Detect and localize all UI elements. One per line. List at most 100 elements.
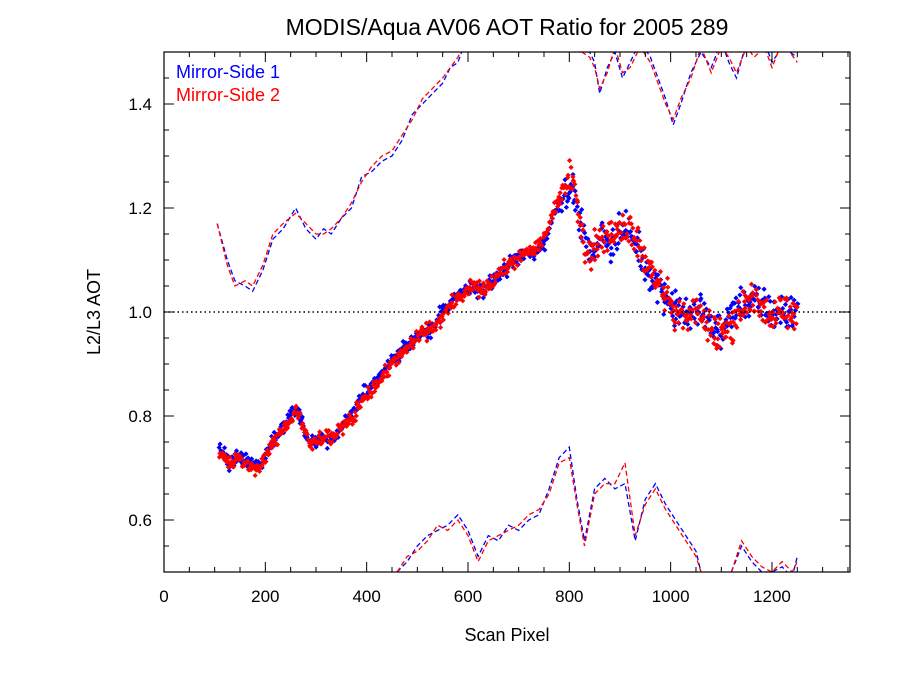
point-series-2 [772,316,779,323]
point-series-2 [681,301,687,307]
point-series-2 [595,253,601,259]
point-series-2 [300,424,306,430]
point-series-2 [436,315,442,321]
x-tick-label: 200 [251,587,279,606]
point-series-2 [713,342,720,349]
point-series-2 [726,313,732,319]
point-series-1 [425,334,431,341]
point-series-2 [265,448,271,454]
point-series-2 [613,233,619,239]
point-series-2 [428,326,434,333]
point-series-2 [408,340,415,346]
point-series-2 [704,319,710,325]
point-series-2 [433,327,439,333]
point-series-2 [445,310,451,316]
point-series-2 [424,338,430,344]
envelope-envelope-upper-series-2 [216,52,462,287]
point-series-1 [402,342,408,348]
point-series-2 [359,394,366,400]
point-series-1 [673,316,679,322]
point-series-1 [362,382,368,389]
point-series-1 [695,321,701,327]
point-series-2 [776,295,782,301]
point-series-1 [788,307,794,313]
point-series-2 [608,231,615,237]
point-series-1 [782,301,789,308]
point-series-2 [527,248,533,254]
point-series-2 [730,319,736,325]
point-series-2 [693,320,699,326]
point-series-2 [326,428,332,434]
point-series-2 [544,228,550,235]
point-series-2 [688,316,694,322]
point-series-2 [708,332,714,338]
point-series-2 [787,317,793,323]
point-series-2 [230,464,237,470]
point-series-1 [683,296,689,302]
point-series-1 [440,302,446,308]
point-series-2 [518,258,524,264]
point-series-2 [694,297,700,303]
point-series-2 [648,274,654,280]
point-series-2 [294,410,300,416]
point-series-2 [440,317,446,323]
point-series-2 [622,221,628,228]
point-series-2 [787,304,793,310]
point-series-1 [669,290,675,296]
point-series-2 [295,415,301,421]
point-series-2 [384,369,390,375]
point-series-2 [352,409,358,415]
point-series-2 [744,309,750,316]
point-series-2 [546,226,552,232]
point-series-1 [672,288,679,294]
point-series-2 [426,319,433,325]
point-series-2 [656,282,662,288]
chart-title: MODIS/Aqua AV06 AOT Ratio for 2005 289 [286,14,729,40]
point-series-1 [616,210,622,216]
point-series-2 [575,211,581,218]
point-series-1 [642,265,648,271]
point-series-2 [272,437,278,443]
point-series-2 [484,278,490,284]
point-series-2 [329,439,335,445]
point-series-2 [479,288,485,294]
point-series-1 [414,330,421,336]
point-series-2 [700,315,706,321]
point-series-2 [750,290,756,296]
point-series-2 [662,307,668,314]
point-series-2 [697,303,704,309]
point-series-2 [601,239,607,245]
point-series-2 [640,253,646,259]
point-series-1 [445,307,451,313]
point-series-2 [652,267,658,273]
point-series-2 [735,298,742,304]
point-series-2 [436,318,442,324]
point-series-2 [669,298,675,305]
point-series-2 [269,443,275,449]
point-series-1 [383,363,390,369]
point-series-2 [604,247,611,254]
point-series-2 [689,307,695,313]
point-series-1 [406,340,412,346]
point-series-2 [437,319,444,325]
point-series-1 [750,296,756,302]
point-series-1 [608,259,614,265]
point-series-1 [682,320,688,326]
point-series-2 [664,275,671,281]
point-series-1 [428,335,434,341]
point-series-2 [724,329,731,335]
point-series-2 [379,378,385,384]
point-series-1 [733,295,739,301]
point-series-1 [324,445,330,452]
point-series-2 [688,312,694,318]
point-series-1 [602,234,609,240]
point-series-2 [638,258,644,264]
point-series-2 [443,308,449,314]
point-series-1 [249,456,255,462]
point-series-2 [504,269,511,275]
point-series-1 [566,195,572,201]
point-series-1 [426,322,432,328]
point-series-1 [791,297,797,303]
point-series-1 [685,321,691,327]
point-series-2 [785,325,791,331]
